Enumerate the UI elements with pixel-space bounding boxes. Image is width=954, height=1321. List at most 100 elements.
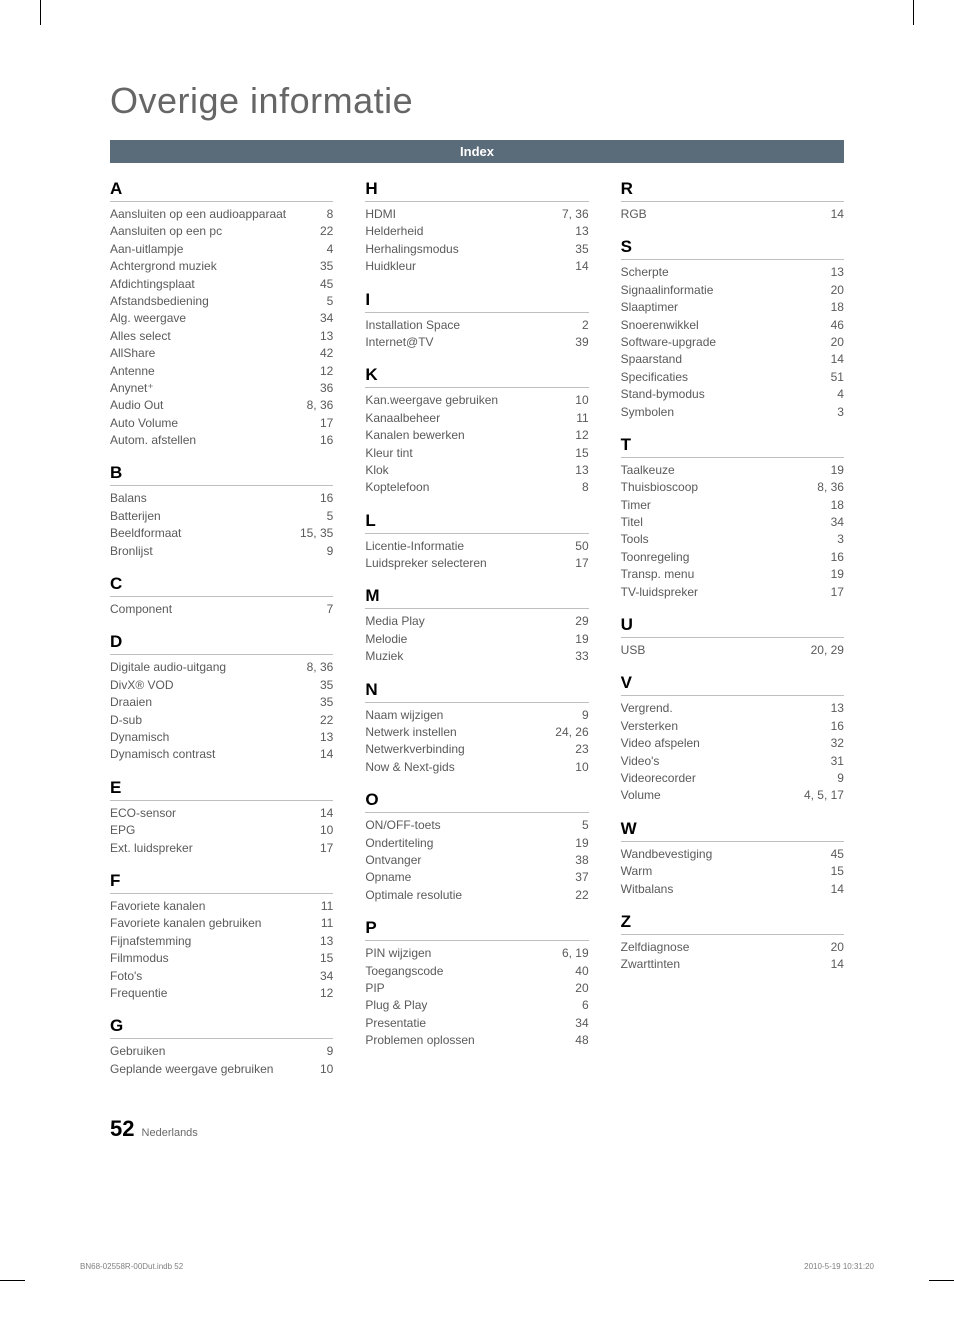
index-term: Kanalen bewerken [365, 427, 575, 444]
index-pages: 22 [320, 223, 333, 240]
index-pages: 29 [575, 613, 588, 630]
index-term: RGB [621, 206, 831, 223]
index-pages: 13 [320, 933, 333, 950]
section-letter: I [365, 290, 588, 313]
index-entry: Naam wijzigen9 [365, 707, 588, 724]
index-term: Licentie-Informatie [365, 538, 575, 555]
index-term: Zelfdiagnose [621, 939, 831, 956]
index-entry: Frequentie12 [110, 985, 333, 1002]
index-entry: Tools3 [621, 531, 844, 548]
index-pages: 18 [831, 299, 844, 316]
page-number-block: 52 Nederlands [110, 1116, 844, 1142]
index-pages: 12 [320, 985, 333, 1002]
index-entry: Foto's34 [110, 968, 333, 985]
index-pages: 16 [320, 490, 333, 507]
index-entry: Zelfdiagnose20 [621, 939, 844, 956]
index-term: Plug & Play [365, 997, 582, 1014]
index-entry: Digitale audio-uitgang8, 36 [110, 659, 333, 676]
index-term: Kanaalbeheer [365, 410, 576, 427]
index-pages: 15 [320, 950, 333, 967]
index-entry: Spaarstand14 [621, 351, 844, 368]
index-entry: Ondertiteling19 [365, 835, 588, 852]
index-term: Foto's [110, 968, 320, 985]
index-term: Afstandsbediening [110, 293, 327, 310]
letter-section: IInstallation Space2Internet@TV39 [365, 290, 588, 352]
index-entry: Auto Volume17 [110, 415, 333, 432]
index-pages: 15 [575, 445, 588, 462]
index-term: Ondertiteling [365, 835, 575, 852]
index-pages: 11 [321, 915, 333, 932]
index-pages: 19 [831, 462, 844, 479]
index-entry: Scherpte13 [621, 264, 844, 281]
index-pages: 36 [320, 380, 333, 397]
index-term: Aansluiten op een pc [110, 223, 320, 240]
index-term: PIP [365, 980, 575, 997]
letter-section: SScherpte13Signaalinformatie20Slaaptimer… [621, 237, 844, 421]
index-entry: Klok13 [365, 462, 588, 479]
index-term: Taalkeuze [621, 462, 831, 479]
index-pages: 40 [575, 963, 588, 980]
index-pages: 11 [576, 410, 588, 427]
footer: BN68-02558R-00Dut.indb 52 2010-5-19 10:3… [80, 1262, 874, 1271]
index-pages: 3 [837, 404, 844, 421]
index-pages: 34 [575, 1015, 588, 1032]
index-entry: Filmmodus15 [110, 950, 333, 967]
index-entry: Versterken16 [621, 718, 844, 735]
section-letter: M [365, 586, 588, 609]
index-term: Specificaties [621, 369, 831, 386]
index-term: TV-luidspreker [621, 584, 831, 601]
index-pages: 5 [582, 817, 589, 834]
index-pages: 32 [831, 735, 844, 752]
index-pages: 13 [831, 700, 844, 717]
index-pages: 10 [575, 392, 588, 409]
index-pages: 23 [575, 741, 588, 758]
index-pages: 20 [575, 980, 588, 997]
index-entry: Zwarttinten14 [621, 956, 844, 973]
index-term: Netwerk instellen [365, 724, 555, 741]
index-pages: 48 [575, 1032, 588, 1049]
letter-section: CComponent7 [110, 574, 333, 618]
page-language: Nederlands [142, 1127, 198, 1139]
index-term: Toonregeling [621, 549, 831, 566]
section-letter: O [365, 790, 588, 813]
index-entry: Software-upgrade20 [621, 334, 844, 351]
index-pages: 22 [575, 887, 588, 904]
index-pages: 9 [837, 770, 844, 787]
index-entry: TV-luidspreker17 [621, 584, 844, 601]
index-pages: 16 [831, 549, 844, 566]
index-term: Klok [365, 462, 575, 479]
index-entry: Favoriete kanalen gebruiken11 [110, 915, 333, 932]
index-entry: Beeldformaat15, 35 [110, 525, 333, 542]
index-term: Internet@TV [365, 334, 575, 351]
index-term: Ontvanger [365, 852, 575, 869]
index-entry: USB20, 29 [621, 642, 844, 659]
letter-section: NNaam wijzigen9Netwerk instellen24, 26Ne… [365, 680, 588, 777]
index-entry: Anynet⁺36 [110, 380, 333, 397]
index-entry: D-sub22 [110, 712, 333, 729]
index-entry: Afdichtingsplaat45 [110, 276, 333, 293]
index-term: PIN wijzigen [365, 945, 562, 962]
index-entry: Slaaptimer18 [621, 299, 844, 316]
index-pages: 16 [320, 432, 333, 449]
index-pages: 4 [327, 241, 334, 258]
index-pages: 8, 36 [817, 479, 844, 496]
index-entry: Autom. afstellen16 [110, 432, 333, 449]
index-entry: Dynamisch13 [110, 729, 333, 746]
index-term: Geplande weergave gebruiken [110, 1061, 320, 1078]
index-term: Transp. menu [621, 566, 831, 583]
index-pages: 35 [575, 241, 588, 258]
section-letter: E [110, 778, 333, 801]
index-entry: Koptelefoon8 [365, 479, 588, 496]
index-term: Videorecorder [621, 770, 838, 787]
index-pages: 22 [320, 712, 333, 729]
index-term: Huidkleur [365, 258, 575, 275]
index-pages: 7 [327, 601, 334, 618]
index-pages: 15, 35 [300, 525, 333, 542]
index-term: Koptelefoon [365, 479, 582, 496]
index-entry: Alles select13 [110, 328, 333, 345]
index-pages: 37 [575, 869, 588, 886]
index-term: Zwarttinten [621, 956, 831, 973]
index-term: Thuisbioscoop [621, 479, 818, 496]
index-pages: 12 [320, 363, 333, 380]
index-term: USB [621, 642, 811, 659]
